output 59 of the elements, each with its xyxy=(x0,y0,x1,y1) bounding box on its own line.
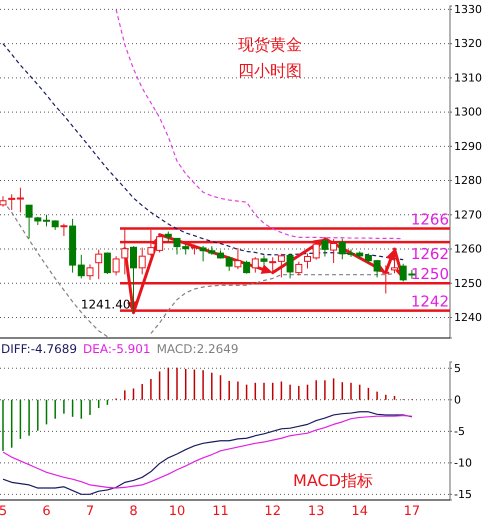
y-tick-label: -15 xyxy=(454,488,472,501)
candlestick xyxy=(95,249,102,280)
candlestick xyxy=(78,254,85,279)
candlestick xyxy=(104,252,111,274)
candlestick xyxy=(295,261,302,276)
text: 现货黄金 xyxy=(238,35,302,54)
ref-line-label: 1262 xyxy=(410,245,449,264)
candlestick xyxy=(200,245,207,262)
candlestick xyxy=(164,231,172,243)
candlestick xyxy=(26,204,33,239)
x-tick-label: 17 xyxy=(404,504,420,519)
candlestick xyxy=(321,238,328,258)
ref-line-label: 1266 xyxy=(410,210,449,228)
series-label: MACD:2.2649 xyxy=(156,342,239,356)
y-tick-label: 1260 xyxy=(454,242,482,256)
y-tick-label: 1290 xyxy=(454,140,482,153)
y-tick-label: 1300 xyxy=(454,106,482,119)
candlestick xyxy=(252,256,259,274)
candlestick xyxy=(8,194,16,210)
candlestick xyxy=(0,196,6,208)
y-tick-label: 1320 xyxy=(454,37,482,50)
candlestick xyxy=(138,247,146,275)
y-tick-label: -10 xyxy=(454,456,472,470)
y-tick-label: 1270 xyxy=(454,208,482,222)
x-tick-label: 6 xyxy=(42,504,51,519)
candlestick xyxy=(243,260,250,274)
ref-line-label: 1242 xyxy=(410,292,449,311)
y-tick-label: 1330 xyxy=(454,2,482,16)
text: DEA:-5.901 xyxy=(83,342,151,356)
candlestick xyxy=(234,247,242,270)
candlestick xyxy=(269,256,276,274)
x-tick-label: 14 xyxy=(351,504,368,519)
annotation: MACD指标 xyxy=(293,471,373,490)
text: 四小时图 xyxy=(238,61,302,80)
x-tick-label: 5 xyxy=(0,504,8,519)
y-tick-label: 0 xyxy=(454,393,461,406)
candlestick xyxy=(112,256,120,276)
candlestick xyxy=(278,253,285,278)
y-tick-label: -5 xyxy=(454,424,465,438)
ref-line-label: 1250 xyxy=(410,265,449,284)
x-tick-label: 11 xyxy=(212,504,229,519)
x-tick-label: 10 xyxy=(168,504,186,519)
candlestick xyxy=(286,252,294,279)
y-tick-label: 1240 xyxy=(454,310,482,324)
y-tick-label: 1250 xyxy=(454,276,482,290)
x-tick-label: 13 xyxy=(308,504,324,519)
annotation: 1241.40 xyxy=(80,298,130,312)
candlestick xyxy=(86,264,94,280)
y-tick-label: 1310 xyxy=(454,71,482,84)
x-tick-label: 8 xyxy=(129,504,138,519)
y-tick-label: 1280 xyxy=(454,174,482,188)
text: DIFF:-4.7689 xyxy=(1,342,78,356)
x-tick-label: 12 xyxy=(264,504,281,519)
candlestick xyxy=(400,263,407,282)
candlestick xyxy=(16,187,24,213)
candlestick xyxy=(260,255,268,266)
candlestick xyxy=(60,223,68,237)
x-tick-label: 7 xyxy=(86,504,94,519)
y-tick-label: 5 xyxy=(454,362,461,375)
